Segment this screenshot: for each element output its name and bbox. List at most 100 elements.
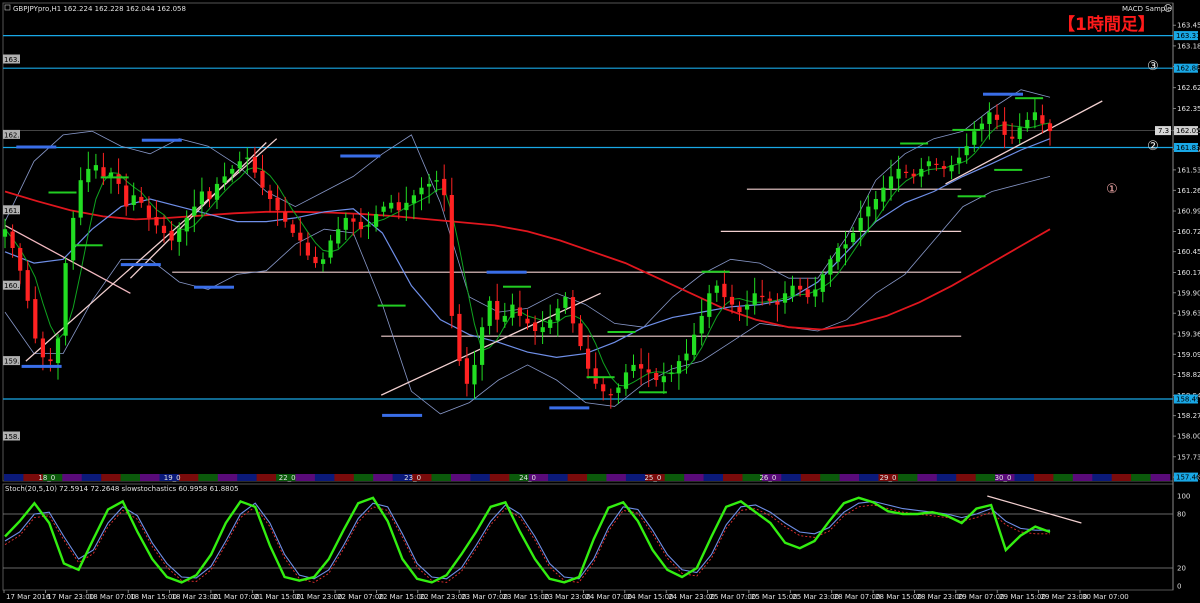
trend-line	[25, 138, 278, 362]
candle-body	[729, 296, 735, 305]
time-tick-label: 24 Mar 23:00	[668, 593, 715, 601]
swing-marker-green	[701, 270, 730, 273]
trend-line	[380, 292, 601, 396]
ea-smiley-icon	[1164, 4, 1172, 12]
ea-name-text: MACD Sample	[1122, 5, 1171, 13]
candle-body	[941, 166, 947, 169]
round-number-label: 158.0	[4, 433, 24, 441]
spread-label: 7.3	[1158, 127, 1169, 135]
price-axis-box	[1174, 394, 1198, 404]
price-axis-box	[1174, 63, 1198, 73]
swing-marker-green	[638, 391, 667, 394]
candle-body	[1047, 123, 1053, 132]
candle-body	[676, 361, 682, 374]
price-tick-label: 163.456	[1177, 22, 1200, 30]
candle-body	[684, 353, 689, 361]
candle-body	[851, 233, 856, 243]
candle-body	[290, 224, 295, 233]
day-separator-strip: 18_0 19_0 22_0 23_0 24_0 25_0 26_0 29_0 30_0	[4, 474, 1171, 482]
candle-body	[321, 259, 326, 264]
price-tick-label: 162.626	[1177, 84, 1200, 92]
price-axis: 163.456163.181162.906162.626162.351162.0…	[3, 22, 1200, 482]
candle-body	[987, 112, 992, 124]
time-tick-label: 28 Mar 23:00	[917, 593, 964, 601]
day-strip-segment	[859, 474, 879, 481]
candle-body	[994, 114, 1000, 120]
swing-marker-blue	[382, 413, 423, 417]
candle-body	[578, 323, 583, 347]
candle-body	[1017, 127, 1022, 139]
day-strip-segment	[1111, 474, 1132, 481]
swing-marker-green	[952, 128, 981, 131]
swing-markers	[16, 92, 1044, 417]
price-tick-label: 159.361	[1177, 330, 1200, 338]
time-tick-label: 22 Mar 23:00	[420, 593, 467, 601]
candle-body	[177, 229, 182, 242]
candle-body	[798, 285, 803, 290]
price-tick-label: 160.176	[1177, 269, 1200, 277]
day-strip-segment	[528, 474, 549, 481]
price-tick-label: 158.276	[1177, 412, 1200, 420]
candle-body	[63, 263, 68, 336]
swing-marker-green	[586, 376, 615, 379]
candle-body	[71, 217, 76, 261]
swing-marker-green	[607, 331, 636, 333]
candle-body	[222, 176, 227, 183]
candle-body	[555, 308, 560, 321]
day-strip-segment	[198, 474, 218, 481]
candle-body	[169, 230, 174, 241]
candle-body	[358, 221, 363, 230]
candle-body	[790, 285, 795, 296]
candle-body	[972, 131, 977, 145]
time-tick-label: 17 Mar 2016	[6, 593, 51, 601]
time-tick-label: 23 Mar 07:00	[461, 593, 508, 601]
price-tick-label: 160.451	[1177, 248, 1200, 256]
candle-body	[510, 304, 515, 318]
day-strip-segment	[295, 474, 316, 481]
candle-body	[40, 338, 45, 358]
day-strip-segment	[975, 474, 996, 481]
candle-body	[419, 187, 424, 195]
candle-body	[805, 289, 810, 298]
candle-body	[396, 202, 401, 211]
swing-marker-green	[994, 168, 1023, 171]
day-strip-segment	[509, 474, 529, 481]
day-strip-segment	[373, 474, 393, 481]
swing-marker-blue	[340, 154, 381, 158]
time-tick-label: 21 Mar 15:00	[254, 593, 301, 601]
candle-body	[154, 217, 159, 226]
date-separator-label: 30_0	[995, 474, 1012, 482]
trend-line	[129, 142, 267, 279]
swing-marker-green	[100, 176, 129, 179]
stoch-axis-label: 0	[1177, 583, 1181, 591]
round-number-box	[3, 129, 20, 139]
time-tick-label: 18 Mar 23:00	[172, 593, 219, 601]
candle-body	[745, 304, 750, 310]
round-number-box	[3, 280, 20, 290]
candle-body	[911, 173, 916, 177]
time-tick-label: 28 Mar 07:00	[834, 593, 881, 601]
candle-body	[86, 168, 91, 183]
stoch-main-line	[4, 496, 1051, 584]
candle-body	[639, 364, 644, 369]
symbol-info-text: GBPJPYpro,H1 162.224 162.228 162.044 162…	[13, 5, 186, 13]
price-tick-label: 159.091	[1177, 351, 1200, 359]
time-tick-label: 23 Mar 23:00	[544, 593, 591, 601]
candle-body	[245, 157, 250, 159]
day-strip-segment	[81, 474, 102, 481]
date-separator-label: 26_0	[759, 474, 776, 482]
time-tick-label: 17 Mar 23:00	[47, 593, 94, 601]
candle-body	[669, 372, 674, 374]
candle-body	[139, 196, 144, 203]
candle-body	[305, 242, 310, 256]
time-tick-label: 21 Mar 07:00	[213, 593, 260, 601]
swing-marker-blue	[21, 364, 62, 368]
day-strip-segment	[548, 474, 568, 481]
day-strip-segment	[237, 474, 257, 481]
candle-body	[692, 334, 697, 355]
time-tick-label: 18 Mar 07:00	[89, 593, 136, 601]
candle-body	[343, 217, 348, 230]
day-strip-segment	[178, 474, 199, 481]
